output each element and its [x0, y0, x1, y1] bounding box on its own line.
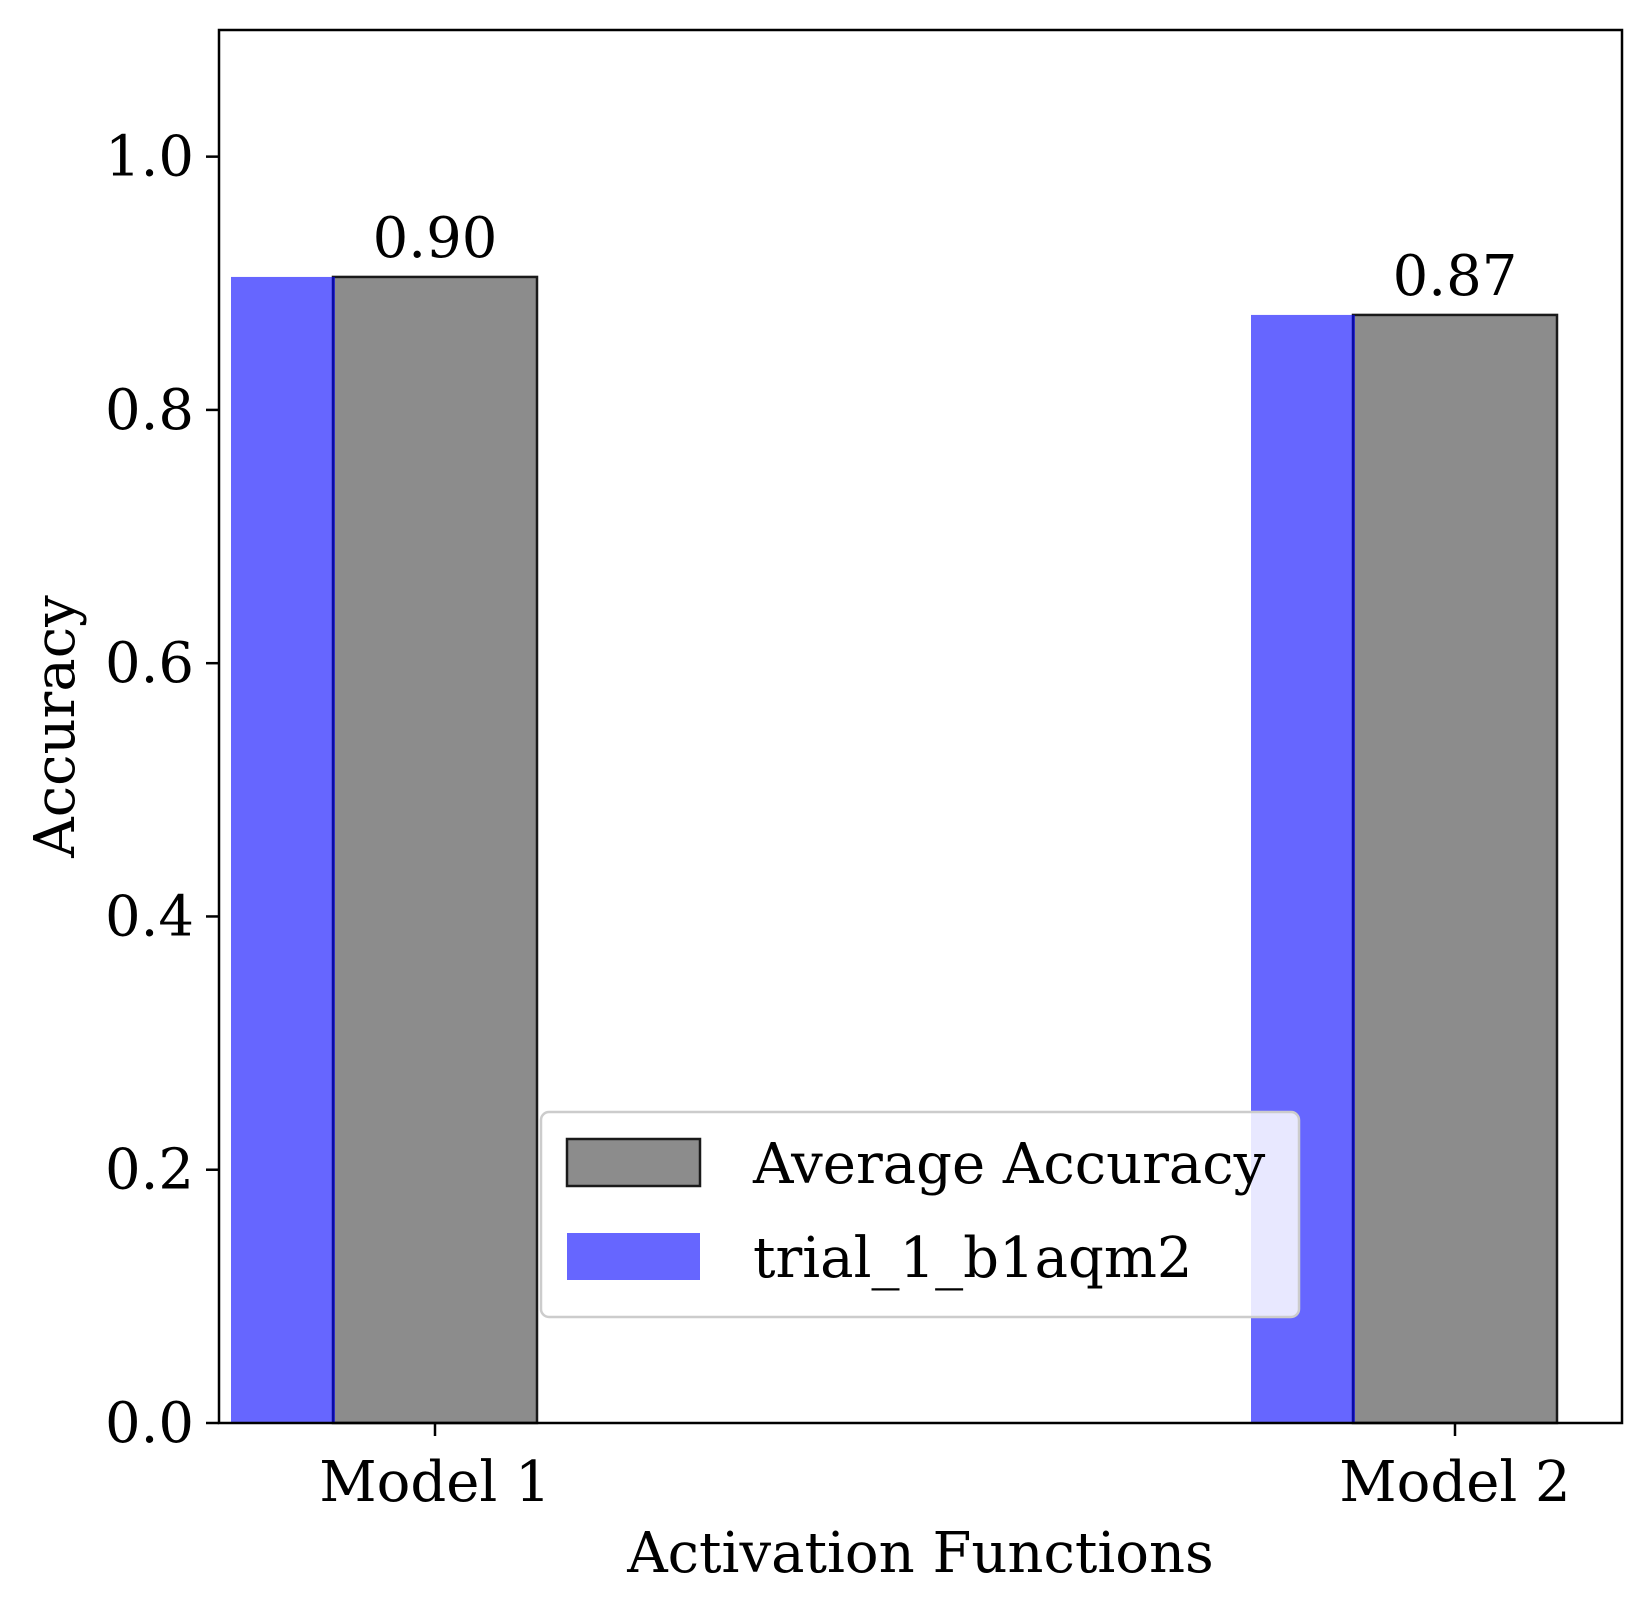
y-axis: 0.0 0.2 0.4 0.6 0.8 1.0	[105, 125, 219, 1456]
y-tick-label: 1.0	[105, 125, 194, 190]
x-axis: Model 1 Model 2	[319, 1423, 1571, 1515]
bar-average-accuracy	[1351, 313, 1559, 1425]
y-tick-label: 0.4	[105, 884, 194, 949]
y-tick-label: 0.6	[105, 631, 194, 696]
y-tick-label: 0.2	[105, 1138, 194, 1203]
plot-frame	[217, 28, 1624, 1425]
legend-label-trial: trial_1_b1aqm2	[753, 1226, 1193, 1291]
x-tick-label: Model 1	[319, 1450, 550, 1515]
data-label: 0.87	[1393, 244, 1518, 309]
legend-box	[539, 1110, 1301, 1319]
data-label: 0.90	[373, 206, 498, 271]
x-axis-title: Activation Functions	[626, 1521, 1214, 1586]
data-labels: 0.90 0.87	[373, 206, 1518, 309]
legend-swatch-average-accuracy	[565, 1137, 702, 1188]
y-tick-label: 0.8	[105, 378, 194, 443]
bar-average-accuracy	[331, 275, 539, 1425]
y-axis-title: Accuracy	[23, 595, 88, 859]
bar-trial	[231, 276, 335, 1423]
x-tick-label: Model 2	[1339, 1450, 1570, 1515]
legend-label-average-accuracy: Average Accuracy	[752, 1132, 1266, 1197]
legend: Average Accuracy trial_1_b1aqm2	[539, 1110, 1301, 1319]
legend-swatch-trial	[567, 1233, 700, 1280]
y-tick-label: 0.0	[105, 1391, 194, 1456]
